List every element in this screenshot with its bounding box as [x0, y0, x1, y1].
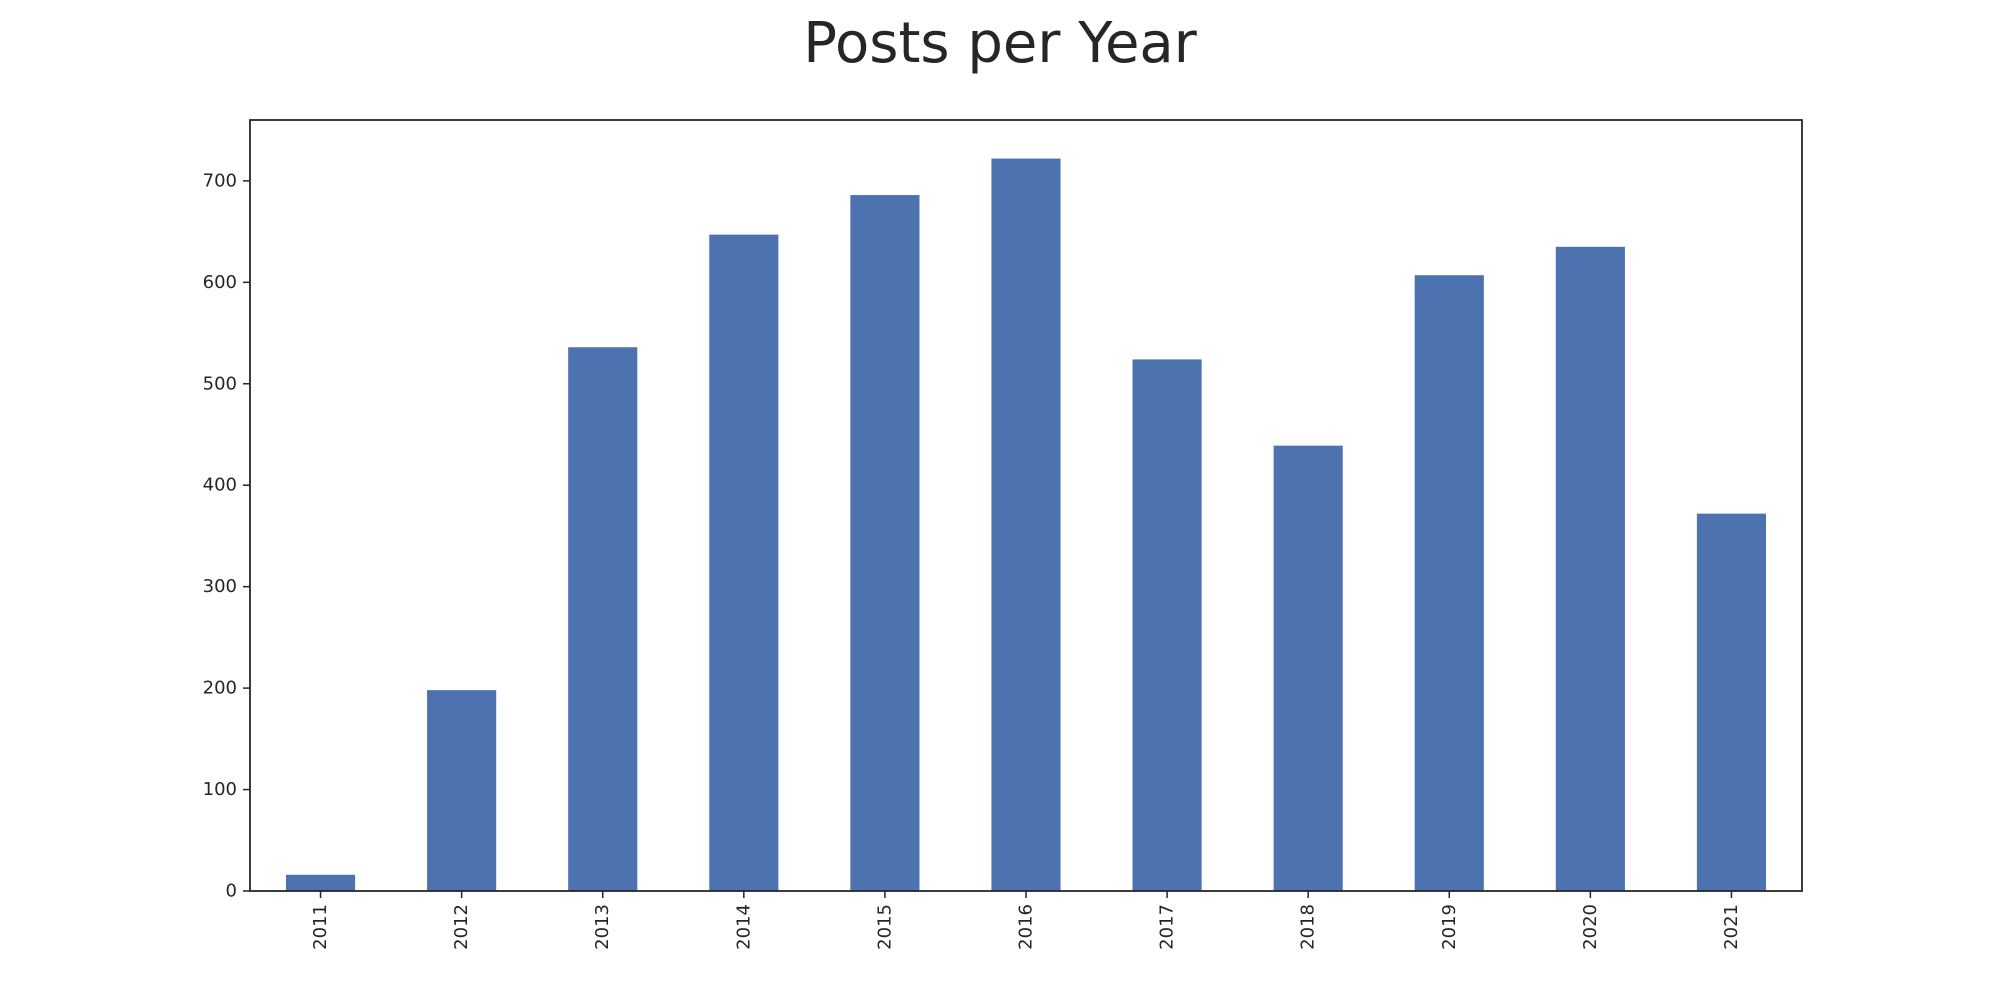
bar-2015: [850, 195, 920, 892]
x-tick-label: 2017: [1157, 904, 1178, 950]
y-tick-label: 200: [203, 678, 237, 699]
x-tick-label: 2016: [1016, 904, 1037, 950]
y-tick-label: 100: [203, 779, 237, 800]
bar-2018: [1273, 445, 1343, 891]
y-tick-label: 500: [203, 373, 237, 394]
bar-2016: [991, 158, 1061, 892]
bar-2014: [709, 234, 779, 892]
y-tick-label: 700: [203, 170, 237, 191]
bar-2011: [285, 874, 356, 891]
bar-2013: [568, 347, 638, 892]
bars-group: [285, 158, 1767, 892]
plot-frame: [249, 119, 1803, 892]
y-tick-label: 300: [203, 576, 237, 597]
y-tick-label: 400: [203, 475, 237, 496]
x-tick-label: 2014: [733, 904, 754, 950]
y-axis: 0 100 200 300 400 500 600 700: [203, 170, 250, 902]
bar-2019: [1414, 275, 1484, 891]
x-axis: 2011 2012 2013 2014 2015 2016 2017 2018 2019 2020…: [310, 891, 1742, 950]
bar-2020: [1555, 246, 1625, 891]
x-tick-label: 2012: [451, 904, 472, 950]
x-tick-label: 2015: [874, 904, 895, 950]
bar-2012: [427, 690, 497, 891]
x-tick-label: 2018: [1298, 904, 1319, 950]
x-tick-label: 2019: [1439, 904, 1460, 950]
y-tick-label: 600: [203, 272, 237, 293]
bar-2017: [1132, 359, 1202, 892]
x-tick-label: 2021: [1721, 904, 1742, 950]
x-tick-label: 2020: [1580, 904, 1601, 950]
x-tick-label: 2013: [592, 904, 613, 950]
y-tick-label: 0: [226, 881, 237, 902]
x-tick-label: 2011: [310, 904, 331, 950]
bar-2021: [1696, 513, 1767, 891]
chart-title: Posts per Year: [803, 11, 1198, 76]
